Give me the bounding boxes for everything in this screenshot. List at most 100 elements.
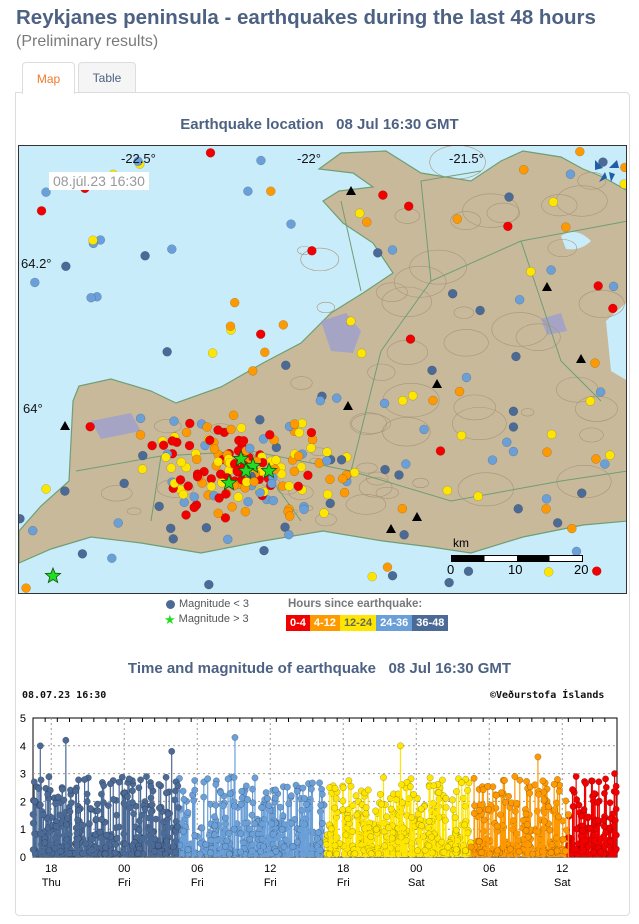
- event-point[interactable]: [547, 849, 555, 857]
- event-point[interactable]: [367, 850, 375, 858]
- earthquake-dot[interactable]: [289, 419, 300, 429]
- earthquake-dot[interactable]: [293, 481, 304, 492]
- event-point[interactable]: [569, 803, 577, 810]
- earthquake-dot[interactable]: [226, 424, 236, 435]
- event-point[interactable]: [258, 804, 265, 811]
- earthquake-dot[interactable]: [619, 179, 627, 189]
- earthquake-dot[interactable]: [293, 451, 304, 461]
- event-point[interactable]: [452, 826, 460, 834]
- earthquake-dot[interactable]: [401, 459, 411, 469]
- event-point[interactable]: [97, 790, 105, 798]
- event-point[interactable]: [594, 799, 601, 806]
- earthquake-dot[interactable]: [107, 553, 117, 563]
- event-point[interactable]: [425, 842, 433, 850]
- earthquake-dot[interactable]: [608, 303, 618, 314]
- earthquake-dot[interactable]: [577, 488, 587, 498]
- event-point[interactable]: [496, 811, 504, 819]
- event-point[interactable]: [428, 849, 436, 857]
- earthquake-dot[interactable]: [36, 206, 47, 216]
- event-point[interactable]: [342, 831, 350, 839]
- event-point[interactable]: [269, 830, 277, 838]
- event-point[interactable]: [449, 806, 457, 814]
- earthquake-dot[interactable]: [233, 492, 243, 502]
- event-point[interactable]: [380, 828, 388, 836]
- earthquake-dot[interactable]: [30, 277, 40, 288]
- event-point[interactable]: [307, 785, 315, 793]
- event-point[interactable]: [134, 850, 142, 857]
- earthquake-dot[interactable]: [575, 146, 585, 157]
- event-point[interactable]: [62, 736, 70, 744]
- event-point[interactable]: [479, 786, 487, 794]
- event-point[interactable]: [417, 805, 425, 813]
- earthquake-dot[interactable]: [213, 456, 223, 467]
- earthquake-dot[interactable]: [255, 487, 265, 498]
- event-point[interactable]: [539, 777, 547, 785]
- event-point[interactable]: [54, 793, 62, 801]
- event-point[interactable]: [352, 792, 360, 800]
- earthquake-dot[interactable]: [260, 347, 270, 358]
- event-point[interactable]: [230, 825, 238, 833]
- event-point[interactable]: [602, 783, 610, 791]
- event-point[interactable]: [526, 789, 534, 797]
- event-point[interactable]: [58, 785, 66, 793]
- earthquake-dot[interactable]: [356, 348, 367, 359]
- earthquake-dot[interactable]: [508, 422, 519, 432]
- event-point[interactable]: [376, 790, 384, 798]
- event-point[interactable]: [531, 781, 539, 789]
- event-point[interactable]: [35, 785, 43, 792]
- earthquake-dot[interactable]: [213, 508, 224, 519]
- event-point[interactable]: [231, 734, 239, 741]
- event-point[interactable]: [251, 774, 259, 782]
- earthquake-dot[interactable]: [28, 525, 38, 536]
- event-point[interactable]: [600, 823, 608, 830]
- earthquake-dot[interactable]: [299, 504, 309, 515]
- earthquake-dot[interactable]: [204, 579, 214, 590]
- event-point[interactable]: [293, 787, 301, 795]
- earthquake-dot[interactable]: [294, 427, 304, 438]
- earthquake-dot[interactable]: [178, 489, 189, 500]
- event-point[interactable]: [438, 838, 446, 846]
- earthquake-dot[interactable]: [281, 360, 291, 371]
- earthquake-dot[interactable]: [154, 501, 164, 512]
- event-point[interactable]: [100, 782, 108, 790]
- event-point[interactable]: [82, 840, 90, 848]
- earthquake-dot[interactable]: [380, 464, 390, 475]
- event-point[interactable]: [37, 776, 45, 784]
- event-point[interactable]: [242, 782, 250, 790]
- event-point[interactable]: [174, 782, 182, 790]
- earthquake-dot[interactable]: [243, 186, 253, 196]
- event-point[interactable]: [339, 797, 347, 805]
- event-point[interactable]: [317, 801, 325, 809]
- earthquake-dot[interactable]: [591, 566, 602, 576]
- event-point[interactable]: [94, 807, 102, 815]
- event-point[interactable]: [272, 786, 279, 794]
- earthquake-dot[interactable]: [346, 316, 356, 327]
- event-point[interactable]: [141, 805, 149, 813]
- earthquake-dot[interactable]: [88, 235, 98, 246]
- event-point[interactable]: [480, 816, 488, 824]
- event-point[interactable]: [586, 824, 594, 832]
- event-point[interactable]: [501, 776, 508, 784]
- earthquake-dot[interactable]: [378, 190, 388, 200]
- event-point[interactable]: [418, 822, 425, 830]
- earthquake-dot[interactable]: [419, 424, 429, 435]
- earthquake-dot[interactable]: [183, 481, 193, 491]
- earthquake-dot[interactable]: [147, 440, 157, 451]
- event-point[interactable]: [118, 773, 126, 781]
- earthquake-dot[interactable]: [189, 492, 199, 502]
- earthquake-dot[interactable]: [86, 292, 96, 303]
- earthquake-dot[interactable]: [244, 443, 255, 454]
- event-point[interactable]: [410, 790, 418, 798]
- earthquake-dot[interactable]: [595, 387, 606, 397]
- earthquake-dot[interactable]: [179, 497, 190, 508]
- earthquake-dot[interactable]: [322, 447, 332, 457]
- earthquake-dot[interactable]: [382, 562, 393, 572]
- event-point[interactable]: [135, 826, 143, 834]
- event-point[interactable]: [388, 834, 396, 842]
- earthquake-dot[interactable]: [567, 523, 577, 534]
- earthquake-dot[interactable]: [271, 455, 281, 465]
- event-point[interactable]: [485, 805, 493, 813]
- event-point[interactable]: [226, 790, 234, 798]
- event-point[interactable]: [212, 781, 220, 788]
- earthquake-dot[interactable]: [255, 329, 266, 339]
